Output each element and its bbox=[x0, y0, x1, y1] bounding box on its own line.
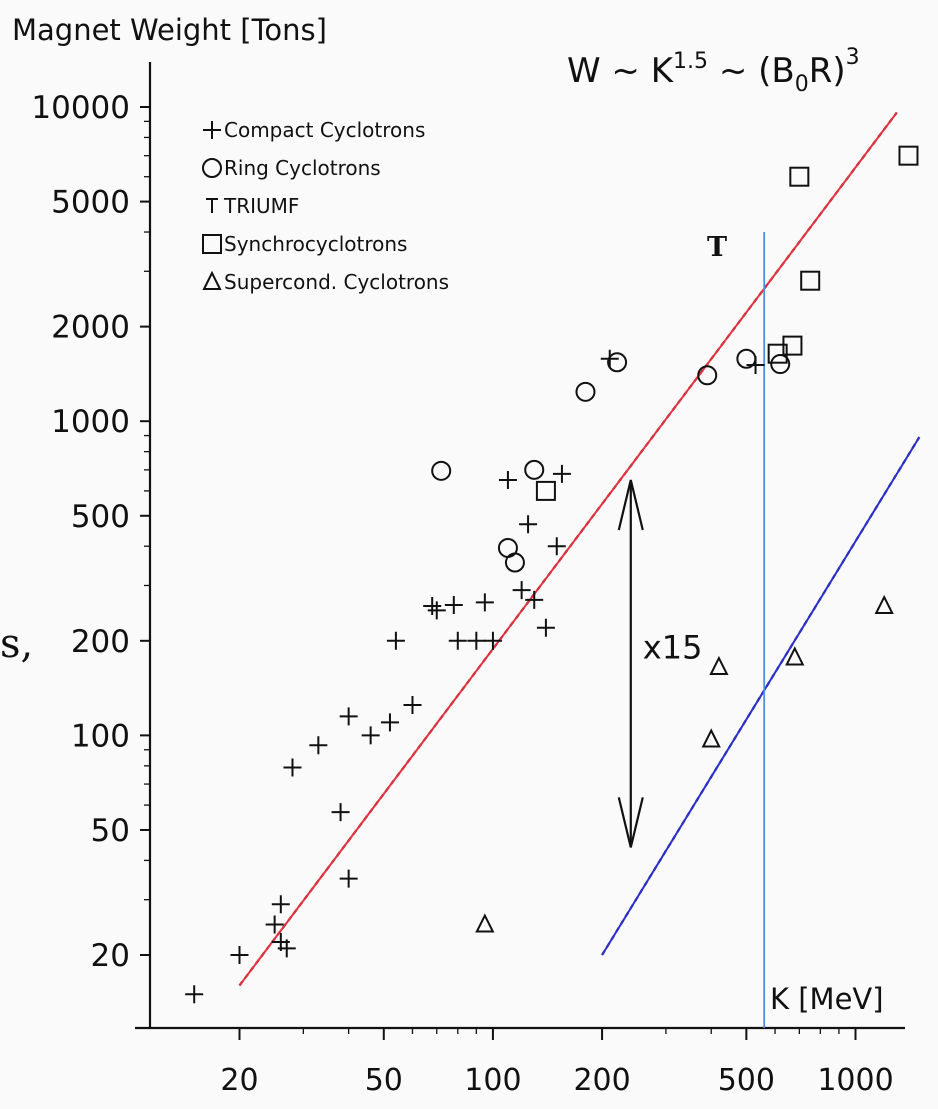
x-tick-label: 1000 bbox=[817, 1063, 893, 1098]
data-point-plus bbox=[536, 618, 555, 637]
fit-line-1 bbox=[238, 111, 898, 987]
annotation-arrow: x15 bbox=[617, 479, 703, 848]
data-point-plus bbox=[277, 939, 296, 958]
data-point-plus bbox=[380, 713, 399, 732]
data-point-plus bbox=[444, 596, 463, 615]
data-point-plus bbox=[423, 597, 442, 616]
data-point-plus bbox=[271, 895, 290, 914]
data-point-plus bbox=[467, 631, 486, 650]
data-point-square bbox=[782, 335, 803, 356]
fit-lines bbox=[238, 111, 921, 987]
data-point-plus bbox=[498, 470, 517, 489]
y-tick-label: 2000 bbox=[51, 310, 130, 346]
data-point-plus bbox=[512, 581, 531, 600]
data-point-triangle bbox=[709, 655, 729, 676]
data-point-plus bbox=[309, 736, 328, 755]
y-tick-label: 10000 bbox=[31, 90, 130, 126]
data-point-plus bbox=[230, 946, 249, 964]
legend-label: Ring Cyclotrons bbox=[224, 156, 381, 180]
data-point-square bbox=[535, 480, 556, 501]
data-point-circle bbox=[431, 460, 452, 481]
edge-text-fragment: s, bbox=[0, 621, 33, 667]
arrow-head-down bbox=[617, 797, 644, 848]
data-point-plus bbox=[525, 590, 544, 609]
data-point-triangle bbox=[874, 594, 894, 615]
data-point-square bbox=[898, 145, 919, 166]
legend-marker-circle bbox=[202, 158, 222, 178]
data-point-plus bbox=[427, 601, 446, 620]
x-tick-label: 50 bbox=[365, 1063, 403, 1098]
data-point-circle bbox=[504, 552, 525, 573]
data-point-plus bbox=[386, 631, 405, 650]
legend-marker-square bbox=[202, 234, 222, 254]
legend-label: Supercond. Cyclotrons bbox=[224, 270, 449, 294]
y-tick-label: 500 bbox=[71, 499, 130, 535]
y-tick-label: 1000 bbox=[51, 404, 130, 440]
x-tick-label: 20 bbox=[220, 1063, 258, 1098]
data-point-plus bbox=[403, 695, 422, 714]
y-axis-label: Magnet Weight [Tons] bbox=[12, 13, 327, 47]
fit-line-2 bbox=[601, 436, 921, 956]
data-point-circle bbox=[697, 365, 718, 386]
axis-ticks: 20 50 100 200 500 1000 20 50 100 200 500 1000 2000 50… bbox=[31, 90, 893, 1098]
chart-title-formula: W ~ K1.5 ~ (B0R)3 bbox=[567, 45, 860, 97]
legend-marker-T bbox=[206, 198, 218, 213]
y-tick-label: 20 bbox=[91, 938, 130, 974]
data-point-circle bbox=[770, 354, 791, 375]
data-point-plus bbox=[547, 537, 566, 556]
legend-marker-plus bbox=[203, 121, 221, 139]
data-point-plus bbox=[265, 915, 284, 934]
data-point-triangle bbox=[785, 646, 805, 666]
x-tick-label: 100 bbox=[464, 1063, 521, 1098]
x-tick-label: 500 bbox=[718, 1063, 775, 1098]
legend-label: TRIUMF bbox=[223, 194, 299, 218]
data-point-plus bbox=[283, 758, 302, 777]
data-point-plus bbox=[339, 707, 358, 726]
data-point-plus bbox=[519, 515, 538, 534]
y-tick-label: 200 bbox=[71, 624, 130, 660]
data-point-square bbox=[789, 166, 810, 187]
triumf-label: T bbox=[707, 232, 727, 263]
data-point-plus bbox=[448, 631, 467, 650]
data-point-circle bbox=[524, 459, 545, 480]
data-points bbox=[185, 145, 919, 1004]
legend-marker-triangle bbox=[202, 270, 222, 290]
data-point-plus bbox=[185, 985, 204, 1004]
x-axis-label: K [MeV] bbox=[770, 982, 884, 1016]
legend-label: Compact Cyclotrons bbox=[224, 118, 425, 142]
y-tick-label: 100 bbox=[71, 718, 130, 754]
x-tick-label: 200 bbox=[573, 1063, 630, 1098]
annotation-label: x15 bbox=[643, 629, 703, 667]
data-point-plus bbox=[339, 869, 358, 888]
data-point-triangle bbox=[701, 728, 721, 748]
data-point-circle bbox=[736, 348, 757, 369]
data-point-plus bbox=[331, 803, 350, 822]
y-tick-label: 5000 bbox=[51, 185, 130, 221]
data-point-plus bbox=[483, 631, 502, 650]
legend: Compact Cyclotrons Ring Cyclotrons TRIUMF S… bbox=[202, 118, 449, 294]
arrow-head-up bbox=[617, 479, 644, 531]
data-point-triangle bbox=[475, 913, 495, 933]
legend-label: Synchrocyclotrons bbox=[224, 232, 407, 256]
data-point-square bbox=[800, 270, 821, 291]
y-tick-label: 50 bbox=[91, 813, 130, 849]
data-point-plus bbox=[475, 593, 494, 612]
data-point-plus bbox=[361, 726, 380, 745]
data-point-circle bbox=[607, 352, 628, 373]
data-point-circle bbox=[575, 381, 596, 402]
data-point-plus bbox=[552, 464, 571, 483]
